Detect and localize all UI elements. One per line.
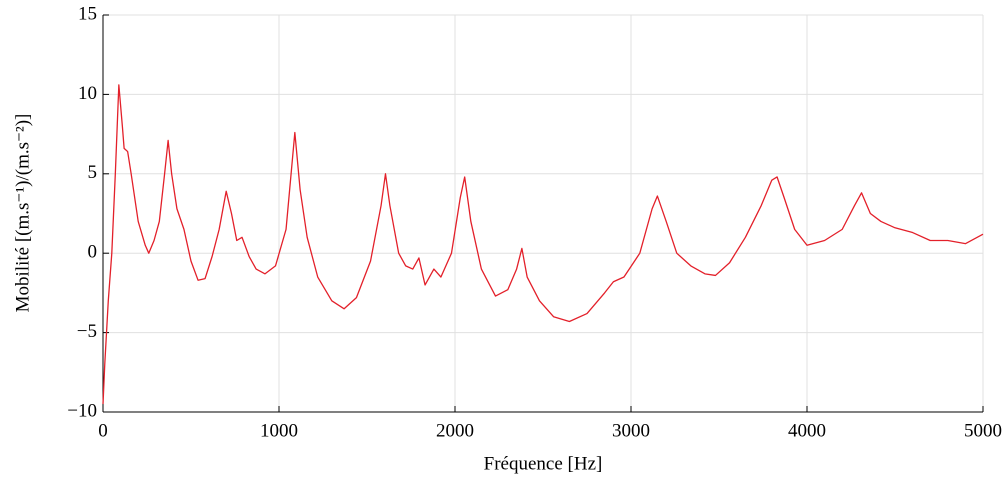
x-tick-label: 2000: [436, 420, 474, 441]
y-tick-label: 10: [78, 83, 97, 104]
x-tick-label: 5000: [964, 420, 1002, 441]
x-tick-label: 3000: [612, 420, 650, 441]
y-tick-label: −5: [77, 321, 97, 342]
y-tick-label: 15: [78, 3, 97, 24]
y-tick-label: −10: [67, 400, 97, 421]
y-axis-label: Mobilité [(m.s⁻¹)/(m.s⁻²)]: [12, 114, 33, 313]
data-line: [102, 84, 984, 405]
x-axis-label: Fréquence [Hz]: [484, 453, 603, 474]
y-tick-label: 0: [88, 242, 98, 263]
x-tick-label: 1000: [260, 420, 298, 441]
y-tick-label: 5: [88, 162, 98, 183]
x-tick-label: 0: [98, 420, 108, 441]
x-tick-label: 4000: [788, 420, 826, 441]
